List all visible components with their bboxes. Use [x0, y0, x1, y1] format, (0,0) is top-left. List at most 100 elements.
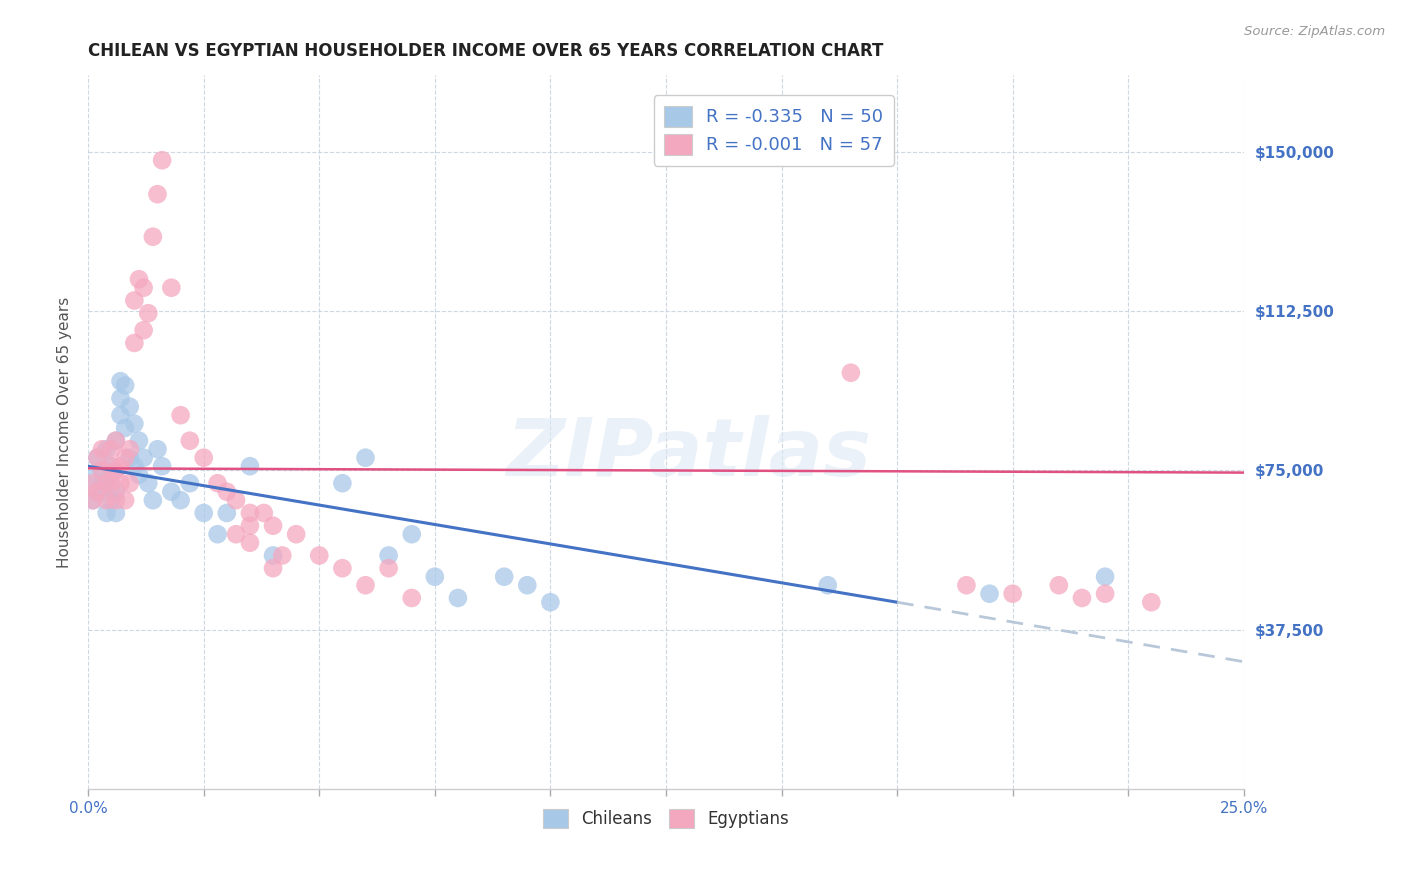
Point [124, 459, 146, 474]
Point [354, 578, 377, 592]
Point [401, 527, 423, 541]
Point [128, 272, 150, 286]
Point [955, 578, 977, 592]
Y-axis label: Householder Income Over 65 years: Householder Income Over 65 years [58, 296, 72, 568]
Point [132, 281, 155, 295]
Point [114, 421, 136, 435]
Point [91, 463, 114, 477]
Point [839, 366, 862, 380]
Point [114, 450, 136, 465]
Point [447, 591, 470, 605]
Point [193, 506, 215, 520]
Point [354, 450, 377, 465]
Point [132, 450, 155, 465]
Point [86, 484, 108, 499]
Point [110, 374, 132, 388]
Point [538, 595, 561, 609]
Point [118, 476, 141, 491]
Point [110, 391, 132, 405]
Point [1094, 587, 1116, 601]
Point [86, 450, 108, 465]
Point [169, 408, 191, 422]
Point [516, 578, 538, 592]
Point [160, 484, 183, 499]
Point [979, 587, 1001, 601]
Point [262, 561, 284, 575]
Point [124, 335, 146, 350]
Point [82, 493, 104, 508]
Point [253, 506, 276, 520]
Point [100, 459, 122, 474]
Point [146, 442, 169, 457]
Point [91, 442, 114, 457]
Text: ZIPatlas: ZIPatlas [506, 415, 872, 492]
Point [1071, 591, 1094, 605]
Point [179, 476, 201, 491]
Point [332, 476, 354, 491]
Point [128, 434, 150, 448]
Point [1047, 578, 1070, 592]
Point [136, 306, 159, 320]
Point [239, 535, 262, 549]
Point [104, 506, 127, 520]
Text: Source: ZipAtlas.com: Source: ZipAtlas.com [1244, 25, 1385, 38]
Point [239, 459, 262, 474]
Point [207, 527, 229, 541]
Point [114, 378, 136, 392]
Point [96, 493, 118, 508]
Point [169, 493, 191, 508]
Point [225, 527, 247, 541]
Point [146, 187, 169, 202]
Point [104, 463, 127, 477]
Point [91, 463, 114, 477]
Point [124, 417, 146, 431]
Point [1140, 595, 1163, 609]
Point [91, 476, 114, 491]
Point [215, 506, 238, 520]
Point [96, 476, 118, 491]
Point [262, 518, 284, 533]
Point [100, 459, 122, 474]
Point [128, 467, 150, 482]
Point [110, 459, 132, 474]
Point [179, 434, 201, 448]
Point [118, 450, 141, 465]
Point [142, 493, 165, 508]
Point [104, 484, 127, 499]
Point [100, 476, 122, 491]
Point [82, 476, 104, 491]
Point [1001, 587, 1024, 601]
Point [150, 153, 173, 168]
Point [142, 229, 165, 244]
Point [494, 570, 516, 584]
Point [82, 472, 104, 486]
Point [86, 450, 108, 465]
Point [110, 476, 132, 491]
Point [271, 549, 294, 563]
Point [817, 578, 839, 592]
Point [285, 527, 308, 541]
Point [308, 549, 330, 563]
Point [136, 476, 159, 491]
Point [100, 442, 122, 457]
Point [96, 506, 118, 520]
Point [215, 484, 238, 499]
Point [118, 442, 141, 457]
Point [132, 323, 155, 337]
Point [104, 434, 127, 448]
Point [377, 549, 399, 563]
Point [86, 484, 108, 499]
Point [150, 459, 173, 474]
Point [100, 467, 122, 482]
Point [225, 493, 247, 508]
Point [423, 570, 446, 584]
Point [401, 591, 423, 605]
Point [110, 408, 132, 422]
Text: CHILEAN VS EGYPTIAN HOUSEHOLDER INCOME OVER 65 YEARS CORRELATION CHART: CHILEAN VS EGYPTIAN HOUSEHOLDER INCOME O… [89, 42, 883, 60]
Point [239, 506, 262, 520]
Point [377, 561, 399, 575]
Point [262, 549, 284, 563]
Point [193, 450, 215, 465]
Point [160, 281, 183, 295]
Point [124, 293, 146, 308]
